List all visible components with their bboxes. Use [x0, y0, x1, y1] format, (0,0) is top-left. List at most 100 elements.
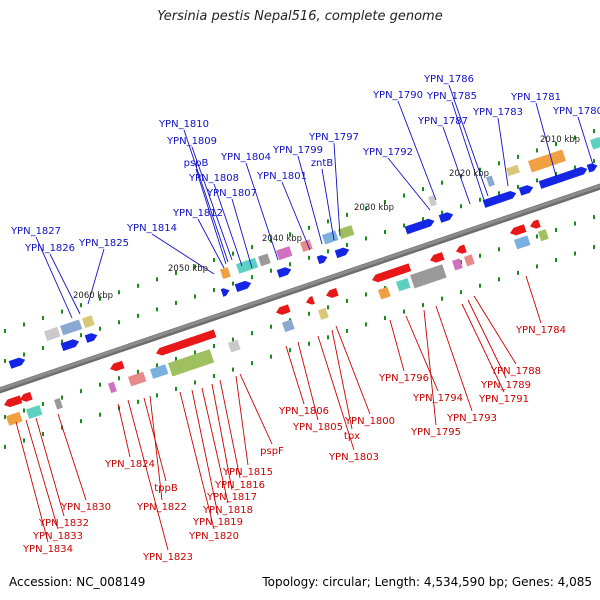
forward-gene-arrow[interactable]: [404, 217, 436, 235]
reverse-gene-arrow[interactable]: [305, 296, 315, 306]
forward-gene-label[interactable]: YPN_1801: [256, 171, 307, 182]
forward-gene-box[interactable]: [338, 225, 355, 240]
forward-gene-label[interactable]: YPN_1799: [272, 145, 323, 156]
reverse-gene-arrow[interactable]: [325, 288, 339, 299]
forward-gene-box[interactable]: [258, 253, 271, 267]
reverse-gene-label[interactable]: YPN_1793: [446, 413, 497, 424]
reverse-gene-arrow[interactable]: [275, 304, 291, 316]
reverse-gene-label[interactable]: YPN_1820: [188, 531, 239, 542]
forward-gene-label[interactable]: YPN_1814: [126, 223, 177, 234]
forward-gene-box[interactable]: [486, 175, 495, 187]
forward-gene-box[interactable]: [59, 319, 83, 336]
forward-gene-label[interactable]: zntB: [311, 158, 334, 169]
reverse-gene-arrow[interactable]: [509, 224, 527, 237]
reverse-gene-label[interactable]: YPN_1823: [142, 552, 193, 563]
reverse-gene-box[interactable]: [5, 411, 23, 426]
forward-gene-arrow[interactable]: [276, 266, 293, 278]
reverse-gene-box[interactable]: [538, 229, 549, 242]
forward-gene-label[interactable]: YPN_1783: [472, 107, 523, 118]
reverse-gene-box[interactable]: [26, 404, 43, 419]
reverse-gene-label[interactable]: tppB: [154, 483, 178, 494]
forward-gene-arrow[interactable]: [84, 331, 99, 343]
forward-gene-label[interactable]: YPN_1810: [158, 119, 209, 130]
reverse-gene-label[interactable]: YPN_1784: [515, 325, 566, 336]
forward-gene-box[interactable]: [428, 195, 437, 207]
forward-gene-box[interactable]: [528, 149, 566, 173]
forward-gene-arrow[interactable]: [220, 287, 231, 297]
reverse-gene-label[interactable]: YPN_1806: [278, 406, 329, 417]
forward-gene-box[interactable]: [43, 326, 61, 341]
reverse-gene-box[interactable]: [396, 278, 411, 292]
forward-gene-box[interactable]: [276, 246, 293, 261]
forward-gene-label[interactable]: YPN_1792: [362, 147, 413, 158]
forward-gene-label[interactable]: YPN_1785: [426, 91, 477, 102]
forward-gene-label[interactable]: YPN_1809: [166, 136, 217, 147]
reverse-gene-box[interactable]: [167, 349, 215, 377]
reverse-gene-arrow[interactable]: [455, 244, 467, 256]
forward-gene-label[interactable]: YPN_1808: [188, 173, 239, 184]
forward-gene-label[interactable]: YPN_1797: [308, 132, 359, 143]
forward-gene-box[interactable]: [82, 315, 95, 328]
forward-gene-label[interactable]: YPN_1827: [10, 226, 61, 237]
reverse-gene-box[interactable]: [464, 254, 475, 267]
forward-gene-label[interactable]: YPN_1807: [206, 188, 257, 199]
forward-gene-arrow[interactable]: [438, 211, 455, 223]
reverse-gene-label[interactable]: YPN_1833: [32, 531, 83, 542]
reverse-gene-label[interactable]: YPN_1803: [328, 452, 379, 463]
forward-gene-label[interactable]: YPN_1790: [372, 90, 423, 101]
reverse-gene-label[interactable]: YPN_1816: [214, 480, 265, 491]
forward-gene-label[interactable]: YPN_1787: [417, 116, 468, 127]
forward-gene-box[interactable]: [505, 164, 520, 177]
reverse-gene-label[interactable]: YPN_1834: [22, 544, 73, 555]
reverse-gene-arrow[interactable]: [197, 329, 217, 343]
reverse-gene-label[interactable]: YPN_1794: [412, 393, 463, 404]
forward-gene-box[interactable]: [590, 136, 600, 150]
forward-gene-box[interactable]: [236, 257, 259, 274]
forward-gene-label[interactable]: YPN_1825: [78, 238, 129, 249]
forward-gene-arrow[interactable]: [586, 162, 599, 173]
reverse-gene-box[interactable]: [228, 339, 241, 353]
reverse-gene-box[interactable]: [452, 258, 463, 271]
forward-gene-label[interactable]: YPN_1812: [172, 208, 223, 219]
reverse-gene-arrow[interactable]: [109, 360, 125, 373]
reverse-gene-box[interactable]: [514, 235, 531, 250]
forward-gene-arrow[interactable]: [334, 246, 351, 259]
reverse-gene-arrow[interactable]: [529, 219, 541, 230]
forward-gene-arrow[interactable]: [482, 189, 518, 208]
reverse-gene-label[interactable]: YPN_1830: [60, 502, 111, 513]
reverse-gene-label[interactable]: YPN_1796: [378, 373, 429, 384]
reverse-gene-label[interactable]: YPN_1822: [136, 502, 187, 513]
reverse-gene-label[interactable]: YPN_1815: [222, 467, 273, 478]
forward-gene-box[interactable]: [220, 267, 231, 280]
forward-gene-arrow[interactable]: [316, 253, 329, 265]
reverse-gene-box[interactable]: [127, 371, 147, 387]
forward-gene-arrow[interactable]: [60, 338, 81, 352]
forward-gene-label[interactable]: pspB: [184, 158, 209, 169]
reverse-gene-label[interactable]: YPN_1805: [292, 422, 343, 433]
reverse-gene-label[interactable]: YPN_1789: [480, 380, 531, 391]
forward-gene-label[interactable]: YPN_1786: [423, 74, 474, 85]
forward-gene-arrow[interactable]: [538, 165, 589, 189]
reverse-gene-box[interactable]: [282, 319, 295, 333]
reverse-gene-arrow[interactable]: [3, 395, 23, 408]
forward-gene-label[interactable]: YPN_1781: [510, 92, 561, 103]
reverse-gene-box[interactable]: [150, 364, 169, 379]
reverse-gene-label[interactable]: YPN_1800: [344, 416, 395, 427]
forward-gene-box[interactable]: [322, 230, 339, 245]
forward-gene-arrow[interactable]: [234, 279, 253, 293]
reverse-gene-box[interactable]: [54, 398, 63, 410]
reverse-gene-label[interactable]: YPN_1832: [38, 518, 89, 529]
reverse-gene-label[interactable]: YPN_1819: [192, 517, 243, 528]
forward-gene-label[interactable]: YPN_1780: [552, 106, 600, 117]
reverse-gene-arrow[interactable]: [155, 333, 205, 358]
reverse-gene-arrow[interactable]: [19, 391, 33, 403]
reverse-gene-box[interactable]: [410, 264, 447, 289]
reverse-gene-label[interactable]: YPN_1791: [478, 394, 529, 405]
reverse-gene-box[interactable]: [108, 381, 117, 394]
reverse-gene-arrow[interactable]: [429, 252, 445, 264]
reverse-gene-label[interactable]: YPN_1824: [104, 459, 155, 470]
forward-gene-label[interactable]: YPN_1826: [24, 243, 75, 254]
reverse-gene-arrow[interactable]: [371, 263, 412, 283]
reverse-gene-label[interactable]: YPN_1788: [490, 366, 541, 377]
